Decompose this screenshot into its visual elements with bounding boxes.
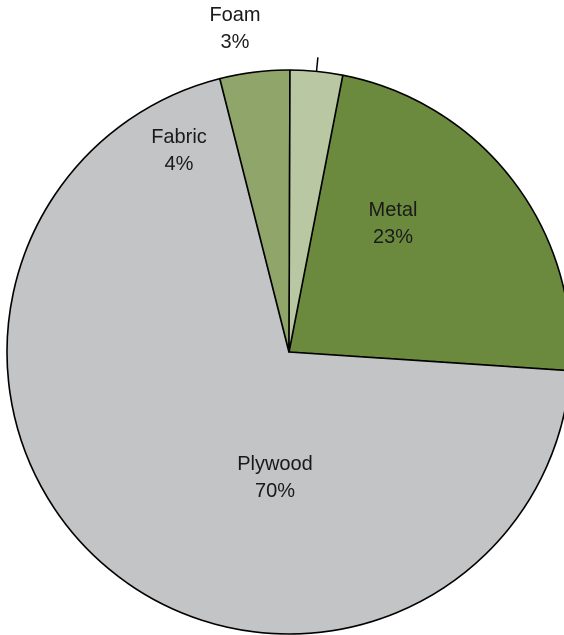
- leader-lines: [315, 57, 319, 72]
- slice-category-label: Plywood: [237, 453, 313, 475]
- slice-percent-label: 23%: [373, 226, 413, 248]
- slice-category-label: Foam: [209, 4, 260, 26]
- slice-category-label: Metal: [369, 199, 418, 221]
- pie-slice-plywood: [6, 77, 564, 635]
- slice-percent-label: 3%: [221, 31, 250, 53]
- pie-slices: [6, 69, 564, 635]
- leader-line-foam: [315, 57, 319, 72]
- slice-percent-label: 4%: [165, 153, 194, 175]
- slice-label-foam: Foam 3%: [209, 4, 260, 53]
- slice-labels: Metal 23% Plywood 70% Fabric 4% Foam 3%: [151, 4, 417, 502]
- slice-label-metal: Metal 23%: [369, 199, 418, 248]
- slice-label-plywood: Plywood 70%: [237, 453, 313, 502]
- slice-label-fabric: Fabric 4%: [151, 126, 207, 175]
- pie-slice-metal: [288, 74, 564, 372]
- slice-category-label: Fabric: [151, 126, 207, 148]
- slice-percent-label: 70%: [255, 480, 295, 502]
